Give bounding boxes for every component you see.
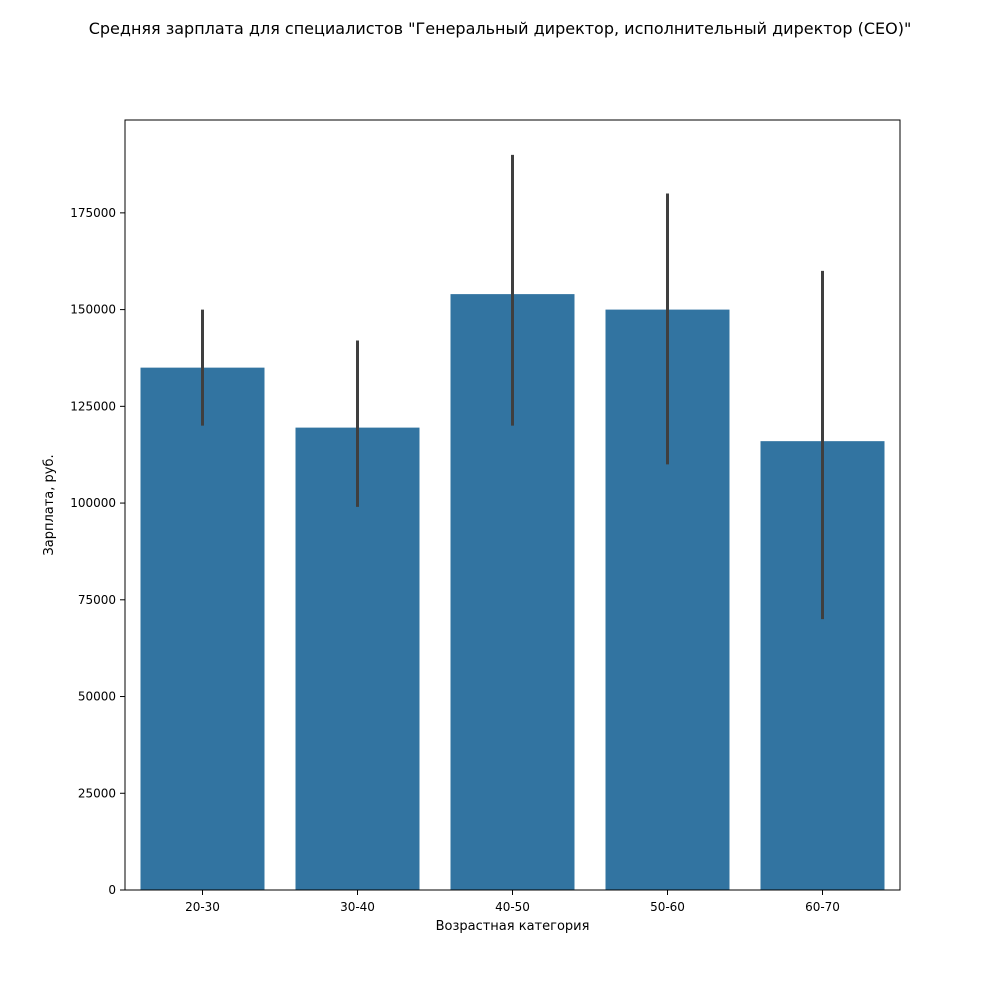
chart-title: Средняя зарплата для специалистов "Генер… (89, 19, 912, 38)
y-tick-label: 175000 (70, 206, 116, 220)
error-bars-layer (201, 154, 824, 620)
x-axis: 20-30 30-40 40-50 50-60 60-70 (185, 890, 840, 914)
x-tick-label: 30-40 (340, 900, 375, 914)
y-tick-label: 25000 (78, 786, 116, 800)
y-axis-label: Зарплата, руб. (42, 454, 57, 555)
x-tick-label: 50-60 (650, 900, 685, 914)
y-tick-label: 50000 (78, 690, 116, 704)
y-axis: 0 25000 50000 75000 100000 125000 150000 175000 (70, 206, 125, 897)
x-axis-label: Возрастная категория (436, 919, 590, 934)
y-tick-label: 100000 (70, 496, 116, 510)
bar-20-30 (140, 367, 265, 890)
y-tick-label: 150000 (70, 303, 116, 317)
y-tick-label: 125000 (70, 399, 116, 413)
y-tick-label: 0 (108, 883, 116, 897)
x-tick-label: 40-50 (495, 900, 530, 914)
x-tick-label: 20-30 (185, 900, 220, 914)
y-tick-label: 75000 (78, 593, 116, 607)
x-tick-label: 60-70 (805, 900, 840, 914)
